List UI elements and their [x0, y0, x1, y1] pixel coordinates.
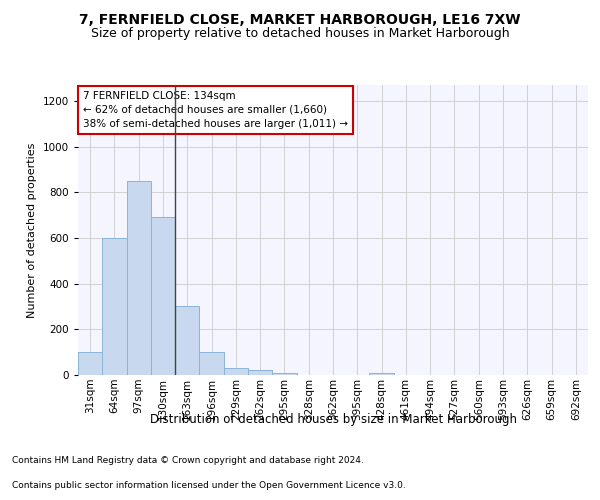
Text: 7, FERNFIELD CLOSE, MARKET HARBOROUGH, LE16 7XW: 7, FERNFIELD CLOSE, MARKET HARBOROUGH, L…: [79, 12, 521, 26]
Bar: [151, 218, 175, 375]
Bar: [272, 372, 296, 375]
Bar: [199, 352, 224, 375]
Bar: [224, 368, 248, 375]
Bar: [175, 306, 199, 375]
Text: Contains public sector information licensed under the Open Government Licence v3: Contains public sector information licen…: [12, 481, 406, 490]
Text: 7 FERNFIELD CLOSE: 134sqm
← 62% of detached houses are smaller (1,660)
38% of se: 7 FERNFIELD CLOSE: 134sqm ← 62% of detac…: [83, 91, 348, 129]
Text: Distribution of detached houses by size in Market Harborough: Distribution of detached houses by size …: [149, 412, 517, 426]
Bar: [102, 238, 127, 375]
Text: Contains HM Land Registry data © Crown copyright and database right 2024.: Contains HM Land Registry data © Crown c…: [12, 456, 364, 465]
Bar: [78, 352, 102, 375]
Text: Size of property relative to detached houses in Market Harborough: Size of property relative to detached ho…: [91, 28, 509, 40]
Bar: [248, 370, 272, 375]
Bar: [127, 181, 151, 375]
Y-axis label: Number of detached properties: Number of detached properties: [27, 142, 37, 318]
Bar: [370, 372, 394, 375]
